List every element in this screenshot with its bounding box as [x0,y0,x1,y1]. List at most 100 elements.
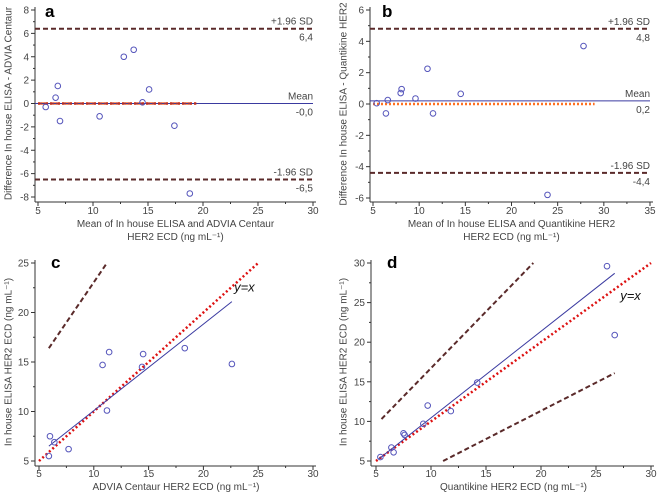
y-tick-label: -4 [355,162,364,173]
x-tick-label: 20 [535,469,547,480]
y-tick-label: 5 [359,457,365,468]
panel-a: 5 10 15 20 25 30 -8 -6 -4 -2 0 2 4 6 8 Mean of In house… [4,2,319,243]
data-point [56,117,64,125]
data-point [52,94,59,101]
y-tick-label: 5 [23,457,29,468]
data-point [544,191,551,199]
x-tick-label: 15 [143,469,155,480]
identity-line [375,261,652,463]
panel-c: 5 10 15 20 25 30 5 10 15 20 25 ADVIA Centaur HER2 E… [4,253,319,493]
panel-letter: c [51,253,60,272]
y-tick-label: -8 [20,193,29,204]
data-point [120,53,128,61]
mean-label: Mean [625,89,650,100]
y-tick-label: -6 [355,194,364,205]
data-point [51,438,58,446]
data-point [603,262,611,270]
x-tick-label: 20 [506,206,518,217]
data-point [139,99,146,106]
data-point [186,190,194,197]
x-tick-label: 30 [307,206,319,217]
data-point [46,432,54,440]
x-tick-label: 20 [198,469,210,480]
x-tick-label: 30 [645,469,657,480]
data-point [447,407,455,415]
panel-letter: d [387,253,397,272]
data-point [424,65,431,73]
x-tick-label: 10 [88,469,100,480]
x-tick-label: 25 [590,469,602,480]
lower-value-label: -4,4 [633,177,651,188]
data-point [45,452,53,460]
x-tick-label: 25 [552,206,564,217]
data-point [65,445,72,453]
x-axis-title: ADVIA Centaur HER2 ECD (ng mL⁻¹) [93,482,260,493]
data-point [42,103,50,111]
data-point [181,344,189,352]
x-tick-label: 25 [253,469,265,480]
data-point [103,407,111,414]
x-tick-label: 5 [373,469,379,480]
y-tick-label: 6 [358,6,364,17]
data-point [412,95,419,102]
data-point [138,363,146,371]
limit-line [48,262,108,349]
data-point [54,82,62,90]
y-tick-label: 6 [23,29,29,40]
x-tick-label: 30 [307,469,319,480]
y-tick-label: -2 [355,131,364,142]
x-tick-label: 15 [142,206,154,217]
y-tick-label: 0 [23,99,29,110]
data-point [424,402,432,409]
y-tick-label: 25 [18,259,30,270]
data-point [130,46,137,54]
data-point [397,89,405,97]
lower-value-label: -6,5 [296,183,314,194]
lower-label: -1.96 SD [611,161,650,172]
upper-value-label: 6,4 [299,33,313,44]
upper-label: +1.96 SD [271,17,313,28]
x-tick-label: 25 [252,206,264,217]
data-point [228,360,236,368]
panel-letter: a [45,2,55,21]
mean-value-label: 0,2 [636,105,650,116]
data-point [473,379,481,386]
y-tick-label: 25 [354,298,366,309]
regression-line [377,272,616,460]
y-tick-label: -6 [20,169,29,180]
y-axis-title: In house ELISA HER2 ECD (ng mL⁻¹) [339,278,350,446]
data-point [139,350,147,358]
x-tick-label: 10 [414,206,426,217]
y-axis-title: Difference In house ELISA - Quantikine H… [339,2,350,206]
upper-value-label: 4,8 [636,33,650,44]
x-axis-title: Mean of In house ELISA and Quantikine HE… [408,219,616,230]
data-point [429,110,437,117]
data-point [377,453,384,461]
y-tick-label: 10 [18,407,30,418]
mean-value-label: -0,0 [296,108,314,119]
panel-letter: b [382,2,392,21]
x-tick-label: 30 [598,206,610,217]
y-tick-label: 10 [354,417,366,428]
data-point [96,113,103,120]
identity-label: y=x [233,280,255,295]
x-tick-label: 35 [644,206,656,217]
data-point [398,85,405,93]
x-tick-label: 15 [480,469,492,480]
y-tick-label: 0 [358,100,364,111]
y-tick-label: -4 [20,146,29,157]
x-axis-title: Mean of In house ELISA and ADVIA Centaur [77,219,275,230]
identity-label: y=x [619,288,641,303]
y-axis-title: Difference In house ELISA - ADVIA Centau… [4,6,15,200]
data-point [373,99,380,107]
x-tick-label: 20 [197,206,209,217]
data-point [99,361,106,369]
y-tick-label: 30 [354,259,366,270]
y-tick-label: -2 [20,122,29,133]
x-tick-label: 5 [36,469,42,480]
data-point [384,96,392,104]
y-tick-label: 2 [23,76,29,87]
x-tick-label: 10 [425,469,437,480]
y-tick-label: 15 [18,358,30,369]
